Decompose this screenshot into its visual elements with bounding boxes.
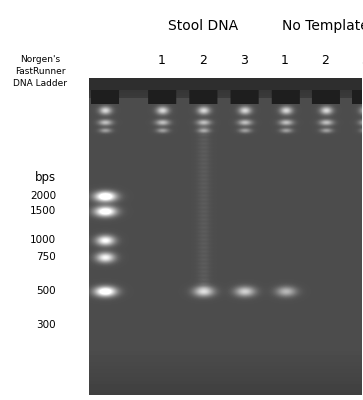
Text: 1500: 1500 xyxy=(30,206,56,216)
Text: 3: 3 xyxy=(361,54,363,66)
Text: FastRunner: FastRunner xyxy=(15,68,65,76)
Text: No Template: No Template xyxy=(282,19,363,33)
Text: Stool DNA: Stool DNA xyxy=(168,19,238,33)
Text: bps: bps xyxy=(35,172,56,184)
Text: 750: 750 xyxy=(36,252,56,262)
Text: 2000: 2000 xyxy=(30,191,56,201)
Text: Norgen's: Norgen's xyxy=(20,56,60,64)
Text: 500: 500 xyxy=(36,286,56,296)
Text: DNA Ladder: DNA Ladder xyxy=(13,80,67,88)
Text: 1: 1 xyxy=(158,54,166,66)
Text: 2: 2 xyxy=(321,54,329,66)
Text: 3: 3 xyxy=(240,54,248,66)
Text: 1: 1 xyxy=(281,54,289,66)
Text: 2: 2 xyxy=(199,54,207,66)
Text: 300: 300 xyxy=(36,320,56,330)
Text: 1000: 1000 xyxy=(30,235,56,245)
